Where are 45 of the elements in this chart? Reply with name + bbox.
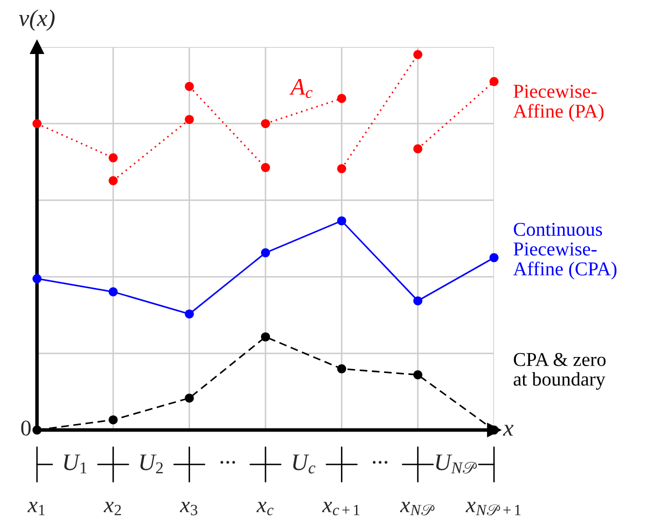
- point: [260, 119, 270, 128]
- text: ···: [372, 460, 388, 464]
- point: [184, 394, 194, 403]
- text: U$_{2}$: [140, 454, 163, 474]
- point: [413, 50, 422, 60]
- point: [184, 82, 194, 91]
- point: [489, 77, 499, 86]
- point: [413, 370, 422, 380]
- text: U$_{c}$: [293, 454, 316, 474]
- point: [337, 216, 346, 226]
- x-tick-label: x$_{1}$: [28, 502, 45, 516]
- point: [260, 163, 270, 172]
- point: [337, 364, 346, 374]
- point: [108, 176, 118, 186]
- point: [413, 144, 422, 154]
- annotation: A$_{c}$: [289, 78, 312, 98]
- point: [108, 415, 118, 424]
- point: [413, 296, 422, 306]
- text: U$_{N𝒫}$: [436, 454, 477, 474]
- x-tick-label: x$_{2}$: [104, 502, 121, 516]
- point: [489, 253, 499, 262]
- x-tick-label: x$_{c}$: [256, 502, 274, 516]
- series-label: Piecewise- Affine (PA): [513, 84, 604, 122]
- text: 0: [21, 420, 31, 436]
- point: [108, 153, 118, 162]
- text: CPA & zero at boundary: [514, 352, 606, 390]
- point: [260, 332, 270, 342]
- point: [32, 425, 42, 435]
- text: ···: [220, 460, 236, 464]
- series-label: Continuous Piecewise- Affine (CPA): [513, 222, 616, 280]
- x-tick-label: x$_{3}$: [180, 502, 198, 516]
- point: [184, 114, 194, 124]
- x-tick-label: x$_{c+1}$: [322, 502, 360, 516]
- point: [32, 119, 42, 128]
- point: [337, 94, 346, 103]
- text: U$_{1}$: [64, 454, 86, 474]
- y-axis-title: v(x): [18, 9, 55, 31]
- x-axis-title: x: [502, 424, 514, 436]
- point: [184, 309, 194, 318]
- point: [260, 248, 270, 258]
- point: [337, 164, 346, 174]
- x-tick-label: x$_{N𝒫}$: [400, 502, 434, 516]
- point: [108, 287, 118, 296]
- point: [32, 274, 42, 284]
- x-tick-label: x$_{N𝒫+1}$: [466, 502, 521, 516]
